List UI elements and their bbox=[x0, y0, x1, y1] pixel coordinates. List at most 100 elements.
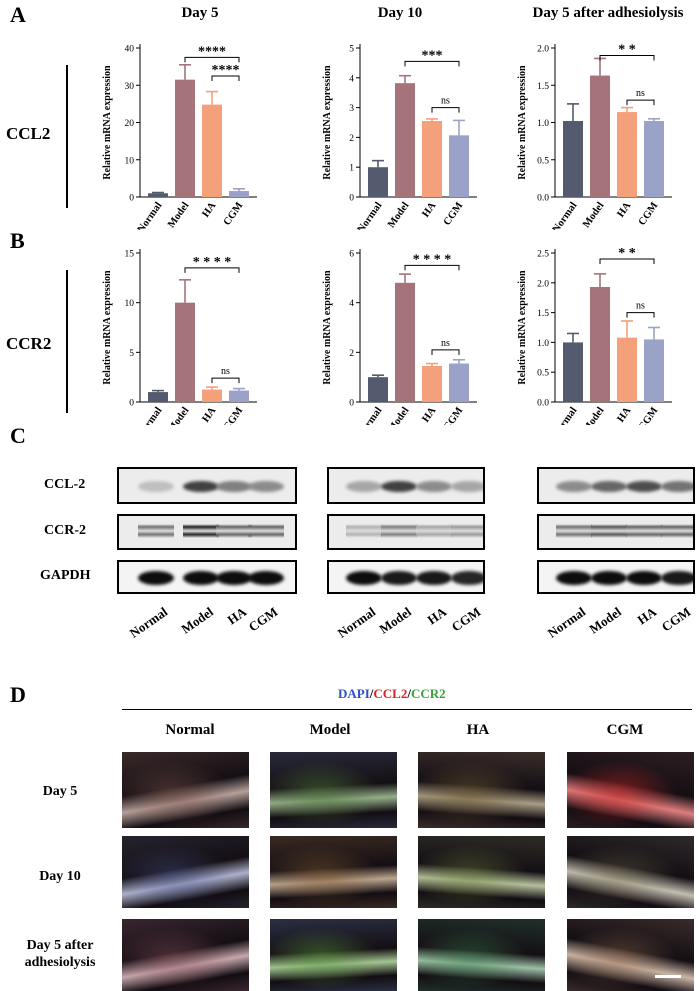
bar-ha bbox=[202, 104, 222, 197]
blot-band bbox=[556, 571, 592, 585]
bar-model bbox=[590, 75, 610, 197]
micrograph-model-row2 bbox=[270, 919, 397, 991]
micrograph-cgm-row1 bbox=[567, 836, 694, 908]
legend-sep-1: / bbox=[369, 686, 374, 701]
y-tick-label: 6 bbox=[349, 250, 354, 260]
y-tick-label: 2 bbox=[349, 349, 354, 359]
lane-label-model: Model bbox=[586, 604, 624, 637]
blot-band bbox=[661, 524, 693, 538]
lane-label-ha: HA bbox=[224, 604, 249, 628]
blot-band bbox=[451, 524, 483, 538]
bar-normal bbox=[148, 193, 168, 197]
blot-band bbox=[451, 481, 483, 492]
col-head-ha: HA bbox=[466, 722, 490, 738]
y-tick-label: 5 bbox=[349, 45, 354, 55]
blot-ccl-2-0 bbox=[117, 467, 297, 504]
y-tick-label: 0.0 bbox=[537, 194, 549, 204]
y-tick-label: 4 bbox=[349, 74, 354, 84]
chart-a-day5: 0 10 20 30 40 Relative mRNA expression Normal M… bbox=[102, 44, 257, 230]
blot-band bbox=[381, 571, 417, 585]
micrograph-cgm-row2 bbox=[567, 919, 694, 991]
y-tick-label: 40 bbox=[125, 45, 135, 55]
micrograph-normal-row1 bbox=[122, 836, 249, 908]
scale-bar bbox=[655, 975, 681, 978]
row-head-day5-adhesiolysis: Day 5 after adhesiolysis bbox=[24, 938, 96, 970]
x-tick-label: Normal bbox=[136, 405, 165, 425]
significance-label: ns bbox=[636, 88, 645, 99]
lane-label-cgm: CGM bbox=[658, 604, 694, 635]
bar-cgm bbox=[644, 121, 664, 197]
y-axis-label: Relative mRNA expression bbox=[102, 270, 113, 385]
y-tick-label: 2 bbox=[349, 134, 354, 144]
y-tick-label: 0.0 bbox=[537, 399, 549, 409]
panel-letter-a: A bbox=[10, 2, 26, 27]
x-tick-label: CGM bbox=[222, 200, 246, 227]
col-head-normal: Normal bbox=[165, 722, 215, 738]
blot-band bbox=[626, 524, 662, 538]
y-tick-label: 1.5 bbox=[537, 82, 549, 92]
y-tick-label: 0 bbox=[129, 194, 134, 204]
bar-cgm bbox=[644, 339, 664, 402]
row-head-day5: Day 5 bbox=[42, 784, 78, 799]
y-tick-label: 1 bbox=[349, 164, 354, 174]
chart-a-day10: 0 1 2 3 4 5 Relative mRNA expression Normal Mode… bbox=[322, 44, 477, 230]
significance-label: * * * * bbox=[413, 252, 452, 267]
blot-band bbox=[416, 524, 452, 538]
lane-label-ha: HA bbox=[424, 604, 449, 628]
y-axis-label: Relative mRNA expression bbox=[517, 270, 528, 385]
significance-label: ns bbox=[441, 338, 450, 349]
panel-letter-d: D bbox=[10, 682, 26, 707]
panel-letter-b: B bbox=[10, 228, 25, 253]
y-tick-label: 3 bbox=[349, 104, 354, 114]
panel-letter-c: C bbox=[10, 423, 26, 448]
x-tick-label: Normal bbox=[356, 405, 385, 425]
y-tick-label: 1.0 bbox=[537, 119, 549, 129]
x-tick-label: HA bbox=[615, 405, 633, 425]
x-tick-label: HA bbox=[200, 200, 218, 220]
x-tick-label: Normal bbox=[356, 200, 385, 230]
blot-ccr-2-2 bbox=[537, 514, 695, 550]
x-tick-label: CGM bbox=[637, 405, 661, 425]
y-tick-label: 30 bbox=[125, 82, 135, 92]
significance-label: ns bbox=[221, 366, 230, 377]
y-tick-label: 15 bbox=[125, 250, 135, 260]
legend-ccl2: CCL2 bbox=[373, 686, 408, 701]
x-tick-label: Model bbox=[386, 200, 411, 230]
col-head-model: Model bbox=[309, 722, 351, 738]
blot-band bbox=[626, 481, 662, 492]
y-tick-label: 10 bbox=[125, 299, 135, 309]
gene-label-ccr2: CCR2 bbox=[6, 334, 52, 353]
bar-cgm bbox=[229, 191, 249, 197]
lane-label-model: Model bbox=[376, 604, 414, 637]
lane-label-ha: HA bbox=[634, 604, 659, 628]
significance-label: ns bbox=[441, 96, 450, 107]
micrograph-ha-row1 bbox=[418, 836, 545, 908]
y-tick-label: 0.5 bbox=[537, 156, 549, 166]
significance-bracket bbox=[599, 258, 655, 264]
micrograph-cgm-row0 bbox=[567, 752, 694, 828]
blot-band bbox=[381, 524, 417, 538]
micrograph-ha-row0 bbox=[418, 752, 545, 828]
y-tick-label: 0 bbox=[349, 399, 354, 409]
y-tick-label: 2.0 bbox=[537, 279, 549, 289]
y-tick-label: 20 bbox=[125, 119, 135, 129]
significance-bracket bbox=[404, 60, 460, 67]
bar-model bbox=[395, 83, 415, 197]
blot-band bbox=[183, 481, 219, 492]
bar-ha bbox=[617, 337, 637, 402]
panel-d-rule bbox=[122, 709, 692, 710]
blot-band bbox=[346, 481, 382, 492]
blot-band bbox=[626, 571, 662, 585]
y-axis-label: Relative mRNA expression bbox=[322, 65, 333, 180]
significance-label: **** bbox=[198, 44, 226, 59]
bar-cgm bbox=[449, 363, 469, 402]
y-axis-label: Relative mRNA expression bbox=[102, 65, 113, 180]
bar-cgm bbox=[229, 390, 249, 402]
significance-label: *** bbox=[422, 48, 443, 63]
lane-label-normal: Normal bbox=[545, 604, 589, 641]
chart-b-day5-adhesiolysis: 0.0 0.5 1.0 1.5 2.0 2.5 Relative mRNA expressi… bbox=[517, 246, 672, 425]
significance-bracket bbox=[184, 56, 240, 63]
blot-band bbox=[451, 571, 483, 585]
blot-band bbox=[661, 481, 693, 492]
legend-ccr2: CCR2 bbox=[410, 686, 446, 701]
